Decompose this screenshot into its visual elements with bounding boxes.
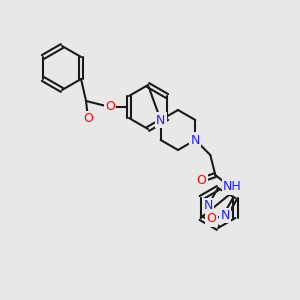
Text: N: N — [220, 209, 230, 222]
Text: NH: NH — [223, 181, 242, 194]
Text: O: O — [105, 100, 115, 113]
Text: N: N — [203, 199, 213, 212]
Text: N: N — [190, 134, 200, 146]
Text: O: O — [83, 112, 93, 125]
Text: N: N — [156, 113, 165, 127]
Text: O: O — [207, 212, 217, 226]
Text: O: O — [196, 173, 206, 187]
